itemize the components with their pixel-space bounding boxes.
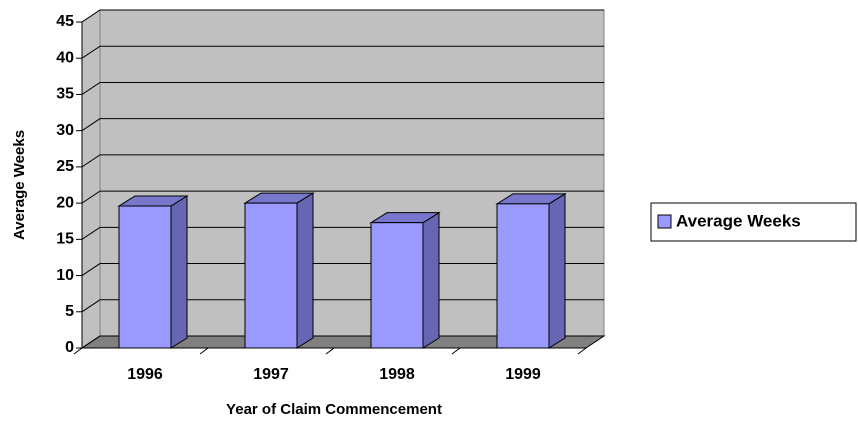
x-tick — [73, 347, 83, 355]
bar-side — [548, 192, 566, 349]
y-tick-label: 15 — [56, 231, 74, 248]
bar — [117, 195, 189, 349]
legend-swatch — [657, 214, 672, 229]
bar-front — [496, 203, 550, 349]
left-wall — [81, 9, 101, 349]
x-tick-label: 1996 — [127, 366, 163, 383]
grid-line — [81, 154, 604, 168]
bar — [495, 192, 567, 349]
y-tick-label: 20 — [56, 194, 74, 211]
y-tick-label: 35 — [56, 86, 74, 103]
x-tick — [451, 347, 461, 355]
bar-front — [244, 202, 298, 349]
x-tick-label: 1997 — [253, 366, 289, 383]
y-tick-label: 10 — [56, 267, 74, 284]
bar-side — [170, 195, 188, 349]
bar — [369, 211, 441, 349]
y-tick-label: 25 — [56, 158, 74, 175]
bar-side — [422, 211, 440, 349]
grid-line — [81, 9, 604, 23]
x-tick-label: 1999 — [505, 366, 541, 383]
grid-line — [81, 81, 604, 95]
legend-label: Average Weeks — [676, 211, 801, 230]
bar — [243, 192, 315, 349]
y-tick-label: 0 — [65, 339, 74, 356]
y-tick-label: 45 — [56, 13, 74, 30]
x-tick — [325, 347, 335, 355]
legend-box — [650, 202, 857, 242]
y-tick-label: 5 — [65, 303, 74, 320]
bar-front — [118, 205, 172, 349]
x-tick — [577, 347, 587, 355]
grid-line — [81, 45, 604, 59]
y-tick-label: 30 — [56, 122, 74, 139]
bar-front — [370, 222, 424, 349]
x-axis-label: Year of Claim Commencement — [226, 401, 442, 418]
grid-line — [81, 190, 604, 204]
x-tick — [199, 347, 209, 355]
grid-line — [81, 118, 604, 132]
y-axis-label: Average Weeks — [11, 130, 28, 240]
y-tick-label: 40 — [56, 49, 74, 66]
x-tick-label: 1998 — [379, 366, 415, 383]
bar-side — [296, 192, 314, 349]
